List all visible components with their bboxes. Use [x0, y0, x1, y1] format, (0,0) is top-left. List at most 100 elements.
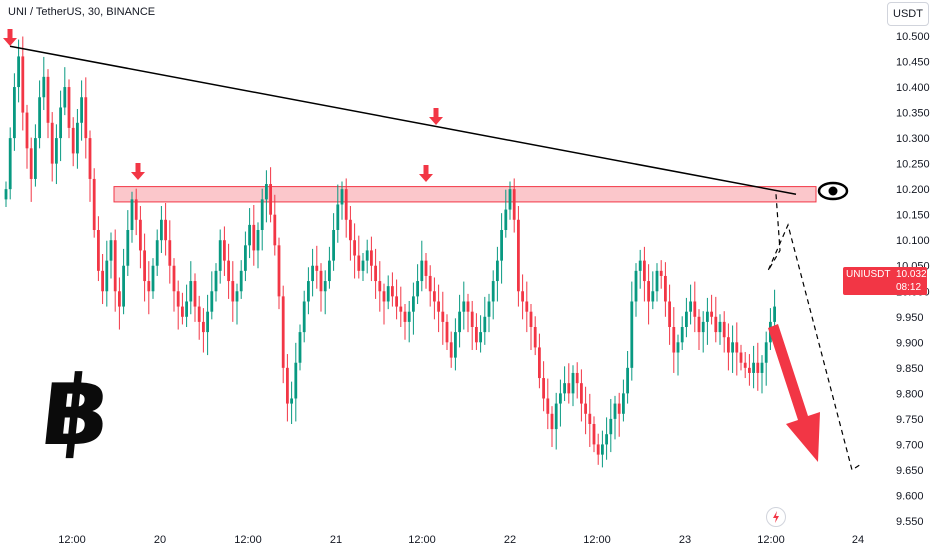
candle-body: [475, 327, 478, 343]
last-price-badge: UNIUSDT 10.032 08:12: [843, 267, 927, 295]
x-tick-label: 23: [679, 534, 691, 546]
candle-body: [773, 306, 776, 322]
candle-body: [512, 189, 516, 220]
candle-body: [290, 398, 293, 404]
candle-body: [538, 347, 541, 379]
y-tick-label: 9.550: [896, 516, 924, 528]
x-tick-label: 24: [852, 534, 864, 546]
down-arrow-head: [3, 38, 17, 46]
candle-body: [302, 301, 306, 333]
candle-body: [340, 189, 344, 205]
x-tick-label: 12:00: [408, 534, 436, 546]
price-axis: 10.500 10.450 10.400 10.350 10.300 10.250 10.2…: [896, 31, 930, 528]
candle-body: [176, 291, 180, 307]
candle-body: [588, 413, 592, 424]
candle-body: [617, 403, 621, 414]
candle-body: [722, 321, 726, 338]
candle-body: [349, 219, 352, 241]
down-arrow-head: [429, 117, 443, 125]
currency-button[interactable]: USDT: [887, 2, 929, 26]
y-tick-label: 9.600: [896, 490, 924, 502]
candle-body: [483, 316, 487, 333]
candle-body: [542, 378, 545, 399]
candlestick-series: [4, 36, 776, 468]
candle-body: [357, 255, 361, 271]
candle-body: [752, 362, 755, 373]
candle-body: [449, 342, 453, 358]
candle-body: [172, 265, 176, 292]
y-tick-label: 10.300: [896, 133, 930, 145]
candle-body: [227, 260, 230, 282]
y-tick-label: 9.800: [896, 388, 924, 400]
candle-body: [42, 76, 46, 98]
candle-body: [88, 138, 92, 179]
candle-body: [214, 270, 218, 292]
candle-body: [185, 301, 188, 317]
y-tick-label: 9.850: [896, 363, 924, 375]
candle-body: [260, 199, 264, 230]
candle-body: [38, 97, 41, 139]
candle-body: [239, 270, 243, 292]
candle-body: [160, 219, 163, 241]
candle-body: [685, 311, 688, 327]
candle-body: [424, 260, 428, 276]
y-tick-label: 9.900: [896, 337, 924, 349]
candle-body: [67, 87, 71, 128]
candle-body: [353, 240, 356, 256]
chart-drawings: ฿: [3, 29, 861, 471]
candle-body: [676, 342, 680, 353]
candle-body: [76, 122, 79, 154]
candle-body: [147, 281, 151, 292]
candle-body: [25, 112, 29, 149]
candle-body: [235, 291, 239, 302]
candle-body: [735, 342, 739, 353]
candle-body: [659, 270, 663, 276]
candle-body: [571, 372, 575, 394]
projection-path: [767, 194, 861, 471]
candle-body: [332, 230, 335, 261]
candle-body: [630, 301, 634, 368]
candle-body: [223, 240, 226, 261]
candle-body: [4, 189, 8, 200]
candle-body: [130, 199, 134, 230]
x-tick-label: 12:00: [234, 534, 262, 546]
flash-icon[interactable]: [766, 507, 786, 527]
candle-body: [743, 362, 747, 368]
candle-body: [155, 240, 159, 266]
candle-body: [601, 444, 604, 455]
candle-body: [193, 281, 197, 307]
candle-body: [718, 321, 722, 333]
candle-body: [391, 286, 394, 297]
candle-body: [714, 316, 718, 333]
candle-body: [21, 56, 25, 113]
candle-body: [710, 311, 713, 317]
eye-outline: [817, 181, 849, 201]
candle-body: [273, 214, 277, 246]
candle-body: [622, 393, 625, 414]
candle-body: [189, 281, 193, 302]
candle-body: [521, 291, 524, 302]
candle-body: [197, 306, 201, 322]
candle-body: [643, 260, 646, 282]
candle-body: [420, 260, 424, 282]
candle-body: [374, 265, 377, 282]
down-arrow-head: [131, 172, 145, 180]
x-tick-label: 20: [154, 534, 166, 546]
down-arrow-shaft: [7, 29, 13, 38]
y-tick-label: 9.750: [896, 414, 924, 426]
badge-symbol: UNIUSDT: [846, 269, 891, 280]
candle-body: [336, 204, 340, 230]
candle-body: [584, 403, 587, 414]
candle-body: [433, 291, 436, 302]
candle-body: [298, 332, 302, 363]
candle-body: [508, 189, 512, 210]
candle-body: [319, 270, 323, 292]
candle-body: [454, 332, 457, 358]
candle-body: [344, 189, 348, 220]
candle-body: [164, 219, 167, 241]
resistance-zone: [113, 186, 817, 203]
candle-body: [437, 301, 440, 312]
candle-body: [655, 270, 659, 292]
candle-body: [693, 301, 697, 317]
